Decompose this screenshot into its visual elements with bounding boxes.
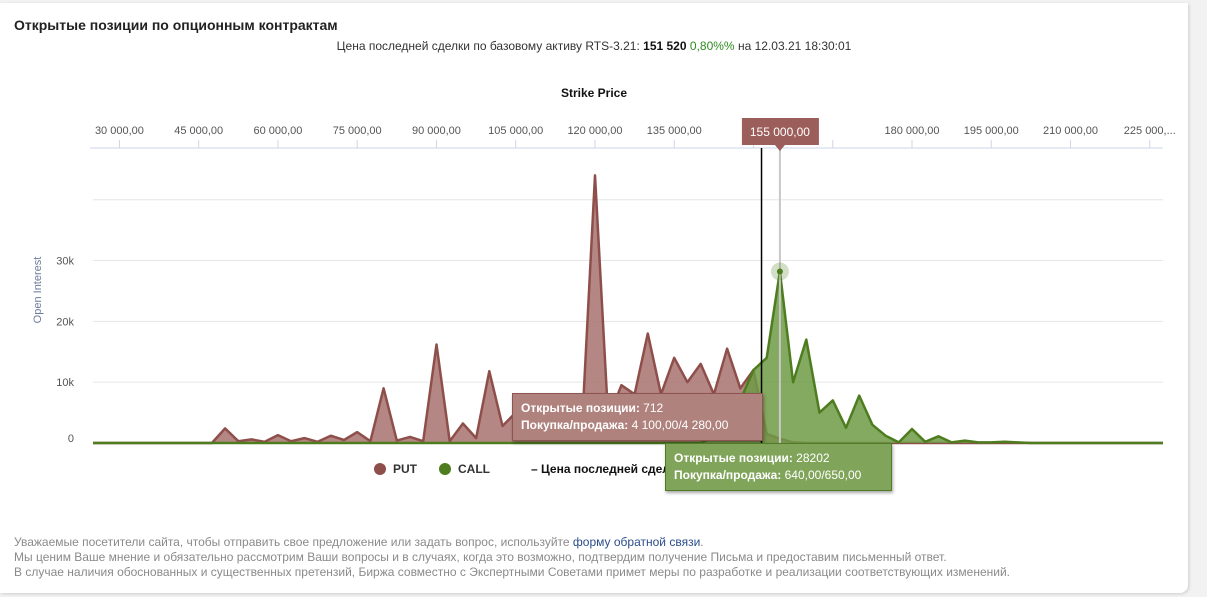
x-tick-label: 105 000,00 — [488, 125, 543, 137]
y-tick-label: 20k — [56, 316, 74, 328]
legend-put: PUT — [393, 462, 418, 476]
x-tick-label: 180 000,00 — [884, 125, 939, 137]
footer-line-2: Мы ценим Ваше мнение и обязательно рассм… — [14, 550, 947, 564]
last-price-label: Цена последней сделки по базовому активу… — [336, 39, 640, 53]
x-tick-label: 75 000,00 — [333, 125, 382, 137]
last-price-datetime: 12.03.21 18:30:01 — [754, 39, 852, 53]
crosshair-label-box — [741, 118, 819, 145]
footer-line-3: В случае наличия обоснованных и существе… — [14, 565, 1010, 579]
x-tick-label: 225 000,... — [1124, 125, 1176, 137]
tooltip-oi-value: 28202 — [796, 451, 830, 465]
call-legend-icon — [439, 463, 451, 475]
legend-last-price: – Цена последней сделки — [531, 462, 683, 476]
footer-notice: Уважаемые посетители сайта, чтобы отправ… — [14, 535, 1010, 580]
legend-call: CALL — [458, 462, 490, 476]
y-tick-label: 10k — [56, 377, 74, 389]
call-tooltip: Открытые позиции: 28202 Покупка/продажа:… — [665, 443, 892, 491]
x-tick-label: 45 000,00 — [174, 125, 223, 137]
put-tooltip: Открытые позиции: 712 Покупка/продажа: 4… — [512, 393, 763, 441]
tooltip-oi-label: Открытые позиции: — [674, 451, 793, 465]
x-tick-label: 135 000,00 — [647, 125, 702, 137]
on-label: на — [737, 39, 752, 53]
tooltip-bidask-label: Покупка/продажа: — [674, 468, 782, 482]
y-axis-title: Open Interest — [32, 257, 44, 324]
price-change: 0,80%% — [689, 39, 735, 53]
page-title: Открытые позиции по опционным контрактам — [14, 17, 338, 33]
x-tick-label: 60 000,00 — [253, 125, 302, 137]
crosshair-label-arrow — [774, 145, 785, 151]
last-price-value: 151 520 — [643, 39, 687, 53]
crosshair-label: 155 000,00 — [750, 125, 810, 139]
tooltip-bidask-label: Покупка/продажа: — [521, 418, 629, 432]
y-tick-label: 0 — [68, 433, 74, 445]
x-tick-label: 120 000,00 — [567, 125, 622, 137]
x-tick-label: 210 000,00 — [1043, 125, 1098, 137]
x-tick-label: 195 000,00 — [964, 125, 1019, 137]
call-line — [93, 270, 1163, 445]
x-axis-title: Strike Price — [561, 86, 627, 100]
footer-line-1-end: . — [700, 535, 704, 549]
last-price-info: Цена последней сделки по базовому активу… — [0, 39, 1188, 53]
tooltip-oi-value: 712 — [643, 401, 664, 415]
x-tick-label: 30 000,00 — [95, 125, 144, 137]
tooltip-oi-label: Открытые позиции: — [521, 401, 640, 415]
tooltip-bidask-value: 640,00/650,00 — [784, 468, 862, 482]
hover-point — [776, 268, 783, 275]
tooltip-bidask-value: 4 100,00/4 280,00 — [631, 418, 729, 432]
put-legend-icon — [374, 463, 386, 475]
y-tick-label: 30k — [56, 256, 74, 268]
feedback-form-link[interactable]: форму обратной связи — [572, 535, 701, 549]
footer-line-1: Уважаемые посетители сайта, чтобы отправ… — [14, 535, 573, 549]
x-tick-label: 90 000,00 — [412, 125, 461, 137]
